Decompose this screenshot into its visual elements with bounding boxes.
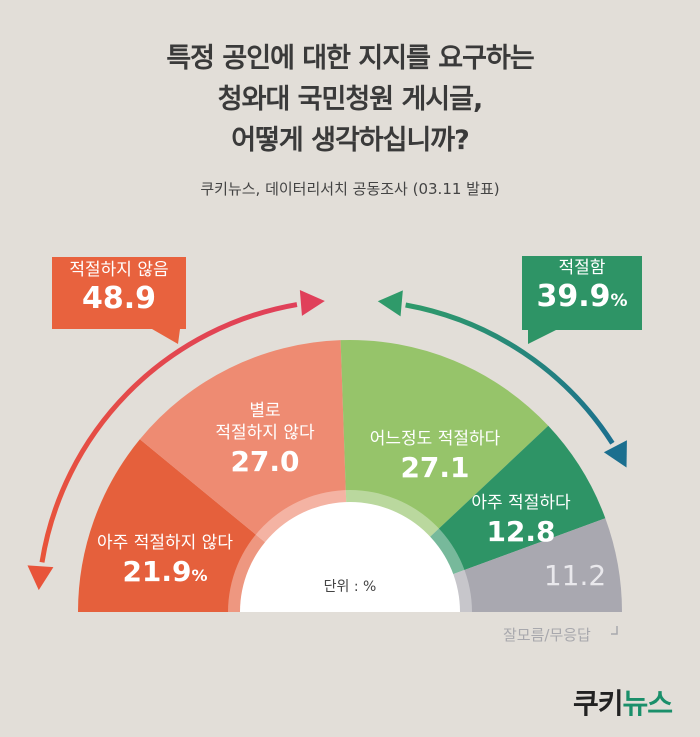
segment-2-value: 27.1 bbox=[400, 451, 470, 484]
not-appropriate-arc bbox=[39, 302, 298, 563]
segment-label-dont-know: 11.2 bbox=[525, 558, 625, 594]
appropriate-arc bbox=[405, 302, 615, 445]
not-appropriate-callout bbox=[52, 257, 186, 344]
segment-3-label: 아주 적절하다 bbox=[471, 493, 571, 513]
not-appropriate-arrowhead-right bbox=[299, 289, 325, 316]
not-appropriate-box: 적절하지 않음 48.9 bbox=[52, 260, 186, 318]
segment-0-unit: % bbox=[191, 566, 208, 585]
title-line-3: 어떻게 생각하십니까? bbox=[231, 125, 470, 156]
range-arrows bbox=[27, 256, 642, 635]
segment-0-label: 아주 적절하지 않다 bbox=[97, 533, 233, 553]
appropriate-box: 적절함 39.9% bbox=[522, 258, 642, 320]
segment-3-value: 12.8 bbox=[486, 515, 556, 548]
segment-0-value: 21.9 bbox=[122, 555, 192, 588]
source-note: 쿠키뉴스, 데이터리서치 공동조사 (03.11 발표) bbox=[200, 180, 500, 198]
appropriate-value: 39.9 bbox=[536, 279, 611, 314]
segment-label-not-really: 별로 적절하지 않다 27.0 bbox=[180, 400, 350, 480]
unit-label: 단위 : % bbox=[323, 579, 377, 595]
segment-1-value: 27.0 bbox=[230, 445, 300, 478]
not-appropriate-label: 적절하지 않음 bbox=[69, 260, 169, 280]
segment-4-value: 11.2 bbox=[543, 559, 607, 592]
kuki-news-logo: 쿠키뉴스 bbox=[572, 682, 673, 722]
segment-1-label-line-1: 별로 bbox=[249, 401, 281, 421]
logo-accent: 뉴스 bbox=[622, 687, 673, 720]
segment-1-label-line-2: 적절하지 않다 bbox=[215, 423, 315, 443]
not-appropriate-arrowhead-left bbox=[27, 565, 54, 591]
title-line-1: 특정 공인에 대한 지지를 요구하는 bbox=[166, 43, 534, 74]
chart-center bbox=[228, 490, 472, 612]
segment-2-label: 어느정도 적절하다 bbox=[369, 429, 501, 449]
chart-title: 특정 공인에 대한 지지를 요구하는 청와대 국민청원 게시글, 어떻게 생각하… bbox=[0, 38, 700, 161]
segment-label-somewhat: 어느정도 적절하다 27.1 bbox=[345, 428, 525, 486]
logo-main: 쿠키 bbox=[572, 687, 624, 720]
center-hole bbox=[240, 502, 460, 612]
title-line-2: 청와대 국민청원 게시글, bbox=[217, 84, 483, 115]
segment-label-very-inappropriate: 아주 적절하지 않다 21.9% bbox=[70, 532, 260, 594]
appropriate-callout bbox=[522, 256, 642, 344]
dont-know-label: 잘모름/무응답 bbox=[503, 626, 591, 644]
not-appropriate-value: 48.9 bbox=[81, 281, 157, 316]
appropriate-unit: % bbox=[610, 291, 628, 311]
appropriate-label: 적절함 bbox=[558, 258, 606, 278]
segment-label-very-appropriate: 아주 적절하다 12.8 bbox=[446, 492, 596, 550]
appropriate-arrowhead-left bbox=[377, 290, 403, 317]
appropriate-arrowhead-right bbox=[603, 440, 627, 468]
dont-know-bracket bbox=[611, 626, 618, 635]
